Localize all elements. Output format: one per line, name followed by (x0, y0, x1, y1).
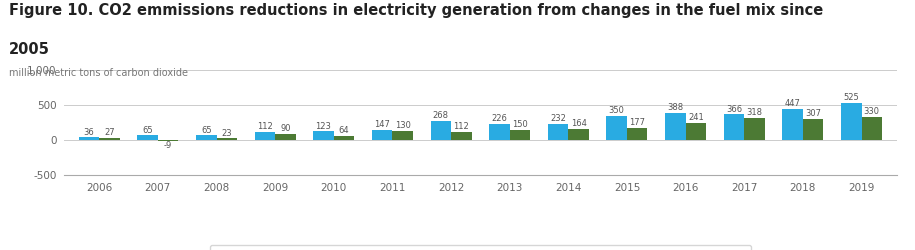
Text: 350: 350 (608, 106, 625, 115)
Bar (137, 136, 158, 140)
Text: million metric tons of carbon dioxide: million metric tons of carbon dioxide (9, 68, 188, 78)
Bar (99, 138, 120, 140)
Bar (79, 138, 99, 140)
Text: 147: 147 (374, 120, 390, 129)
Text: 241: 241 (688, 113, 704, 122)
Text: 36: 36 (83, 128, 94, 137)
Bar (862, 117, 882, 140)
Text: -9: -9 (164, 142, 172, 150)
Bar (841, 103, 862, 140)
Bar (490, 124, 510, 140)
Text: 177: 177 (630, 118, 645, 127)
Text: 226: 226 (491, 114, 508, 123)
Text: 64: 64 (339, 126, 350, 135)
Bar (802, 118, 824, 140)
Text: 65: 65 (143, 126, 153, 134)
Bar (627, 128, 648, 140)
Bar (665, 113, 685, 140)
Bar (334, 136, 354, 140)
Text: 112: 112 (257, 122, 273, 131)
Legend: natural gas-related CO2 emissions reductions, non-carbon-related CO2 emissions r: natural gas-related CO2 emissions reduct… (210, 245, 751, 250)
Text: 123: 123 (316, 122, 331, 130)
Text: 2005: 2005 (9, 42, 50, 58)
Text: 307: 307 (805, 109, 821, 118)
Text: 90: 90 (280, 124, 291, 133)
Text: 318: 318 (747, 108, 762, 117)
Bar (782, 109, 802, 140)
Bar (275, 134, 296, 140)
Text: 27: 27 (104, 128, 114, 137)
Bar (371, 130, 393, 140)
Bar (217, 138, 237, 140)
Bar (158, 140, 178, 141)
Text: Figure 10. CO2 emmissions reductions in electricity generation from changes in t: Figure 10. CO2 emmissions reductions in … (9, 2, 824, 18)
Bar (393, 131, 413, 140)
Text: 330: 330 (864, 107, 880, 116)
Bar (196, 136, 217, 140)
Bar (607, 116, 627, 140)
Bar (451, 132, 471, 140)
Text: 268: 268 (433, 112, 448, 120)
Text: 65: 65 (201, 126, 211, 134)
Bar (510, 130, 530, 140)
Text: 525: 525 (844, 94, 859, 102)
Text: 150: 150 (512, 120, 528, 129)
Bar (313, 132, 334, 140)
Text: 232: 232 (550, 114, 566, 123)
Text: 23: 23 (221, 128, 232, 138)
Text: 112: 112 (454, 122, 469, 131)
Text: 164: 164 (571, 119, 587, 128)
Bar (568, 128, 589, 140)
Bar (431, 121, 451, 140)
Text: 447: 447 (785, 99, 801, 108)
Bar (744, 118, 765, 140)
Text: 366: 366 (726, 104, 742, 114)
Text: 130: 130 (394, 121, 411, 130)
Bar (685, 123, 706, 140)
Bar (548, 124, 568, 140)
Bar (724, 114, 744, 140)
Bar (254, 132, 275, 140)
Text: 388: 388 (667, 103, 684, 112)
